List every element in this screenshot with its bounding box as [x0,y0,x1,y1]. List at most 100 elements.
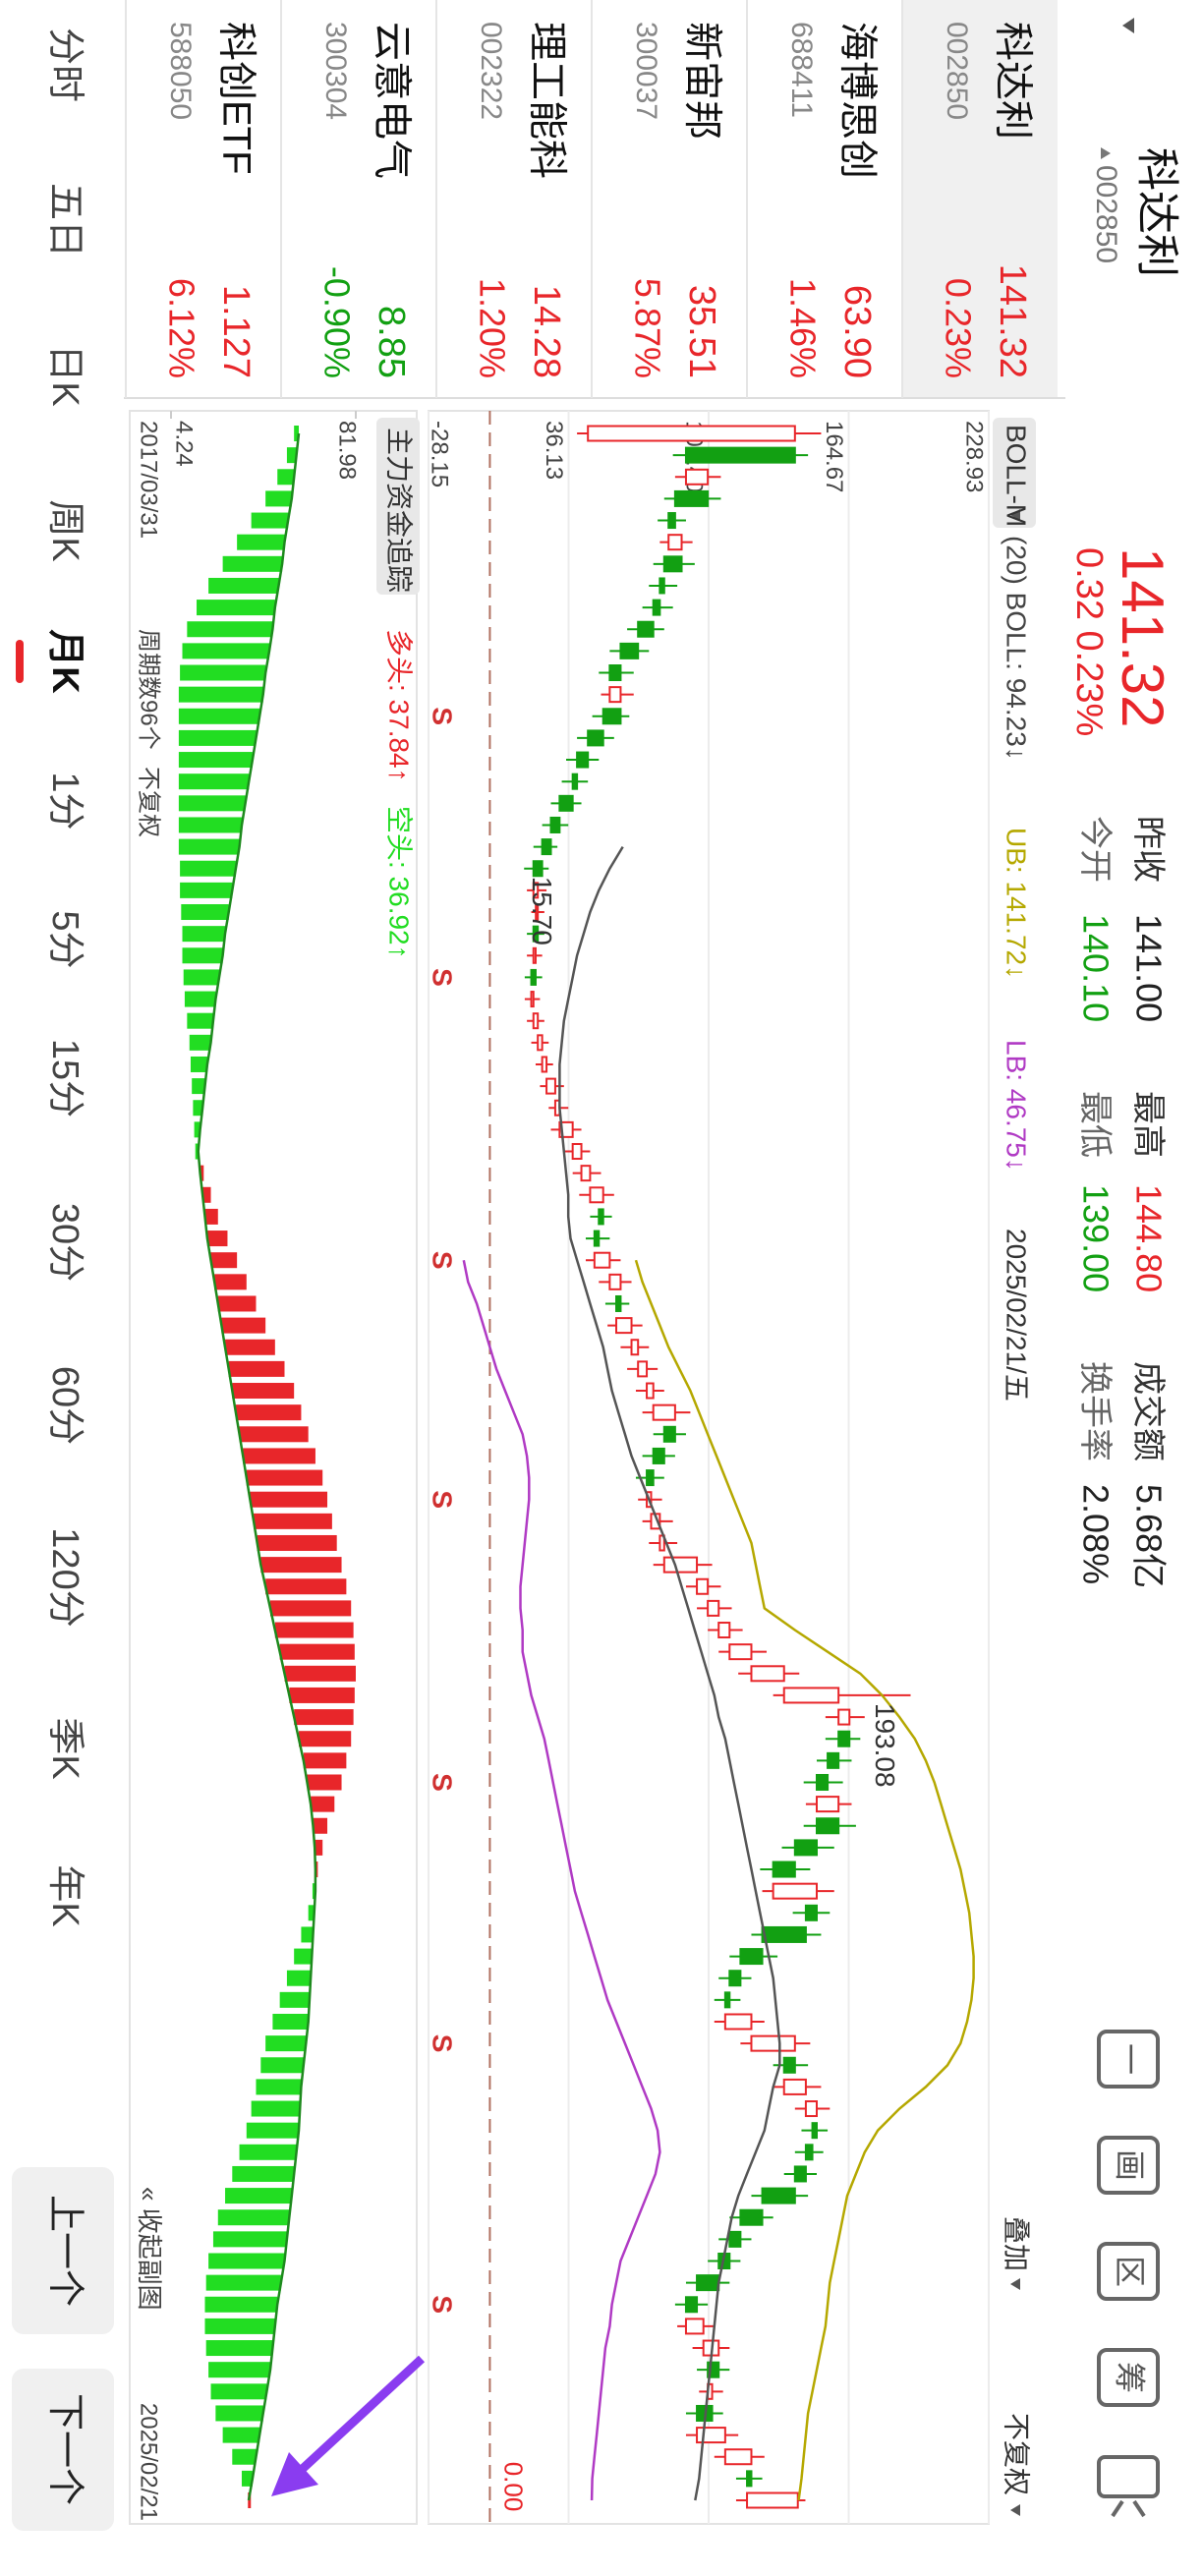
prev-button[interactable] [12,2167,114,2334]
flow-bar [180,860,236,877]
y-tick-label: 81.98 [334,421,361,480]
candle-body [707,1599,720,1617]
flow-bar [208,2362,270,2378]
candle-body [598,1208,604,1226]
candle-body [619,642,640,659]
collapse-button[interactable]: « 收起副图 [135,2187,164,2311]
extreme-label: 193.08 [870,1703,900,1788]
flow-bar [182,926,226,943]
candle-body [750,2034,796,2052]
watch-code: 588050 [164,22,197,120]
tab[interactable]: 分时 [44,28,86,102]
y-tick-label: -28.15 [427,421,453,487]
candle-body [659,1534,665,1552]
flow-bar [210,1252,238,1269]
candle-body [652,599,661,616]
tab[interactable]: 周K [44,499,86,561]
flow-bar [178,729,257,746]
flow-bar [299,1731,352,1747]
tab[interactable]: 日K [44,344,86,406]
stat-label: 今开 [1076,816,1114,883]
candle-body [662,555,683,573]
candle-body [804,2100,818,2118]
watch-price: 1.127 [215,285,257,378]
watch-price: 35.51 [681,285,722,378]
indicator-button[interactable] [993,418,1036,528]
watch-code: 002850 [941,22,973,120]
candle-body [728,1970,742,1987]
candle-body [696,1577,710,1595]
tab[interactable]: 1分 [44,772,86,830]
candle-body [717,1622,731,1639]
candle-body [673,489,710,507]
boll-line [634,1259,975,2501]
candle-body [815,1817,840,1835]
tab[interactable]: 60分 [44,1366,86,1445]
tool-button[interactable] [1097,2030,1160,2089]
flow-line [197,432,317,2501]
candle-body [782,2056,796,2074]
flow-bar [215,2405,263,2422]
flow-bar [241,2470,253,2487]
watch-price: 8.85 [371,306,412,378]
sub-button[interactable] [376,418,420,595]
flow-bar [235,1404,302,1421]
tab[interactable]: 年K [44,1864,86,1926]
flow-bar [190,1056,207,1072]
dropdown-icon[interactable] [1122,18,1134,33]
selected-row-bg [902,0,1058,398]
tab[interactable]: 5分 [44,910,86,968]
flow-bar [254,1513,332,1529]
flow-bar [204,2318,275,2334]
main-chart: 228.93164.67100.4036.13-28.150.00SSSSSSS… [427,411,990,2524]
next-button[interactable] [12,2369,114,2531]
candle-body [541,1056,548,1073]
flow-bar [260,2057,304,2074]
candle-body [659,577,665,595]
candle-body [723,2448,753,2466]
prev-label: 上一个 [44,2195,86,2307]
candle-body [662,1425,676,1443]
candle-body [739,2208,764,2226]
y-tick-label: 4.24 [171,421,198,467]
flow-bar [178,838,240,855]
watch-change: 1.20% [472,278,512,378]
signal: S [428,2295,458,2314]
candle-body [746,2470,753,2488]
candle-body [602,708,622,725]
tab[interactable]: 15分 [44,1039,86,1117]
signal: S [428,1251,458,1270]
stock-name: 科达利 [1132,147,1180,277]
x-start-label: 2017/03/31 [136,421,162,539]
flow-bar [217,1295,257,1312]
candle-body [723,2013,753,2031]
watch-price: 14.28 [526,285,567,378]
flow-bar [257,1534,337,1551]
tab[interactable]: 五日 [44,183,86,258]
tool-button[interactable] [1097,2136,1160,2195]
flow-bar [182,643,270,659]
tab[interactable]: 120分 [44,1527,86,1627]
flow-bar [315,1839,323,1856]
candle-body [549,816,561,833]
tab[interactable]: 30分 [44,1203,86,1282]
flow-bar [239,2144,297,2160]
candle-body [772,1882,818,1900]
candle-body [608,686,622,704]
watch-change: 1.46% [782,278,823,378]
phone-icon[interactable] [1097,2455,1160,2518]
watch-code: 002322 [475,22,507,120]
caret [1010,2504,1020,2516]
flow-bar [217,2209,290,2226]
candle-body [723,1991,731,2009]
candle-body [750,1665,785,1683]
tab[interactable]: 月K [44,629,86,694]
tool-button[interactable] [1097,2348,1160,2407]
candle-body [532,946,537,964]
candle-body [637,1360,649,1378]
candle-body [811,2122,818,2140]
tool-button[interactable] [1097,2242,1160,2301]
candle-body [761,1925,807,1943]
flow-bar [286,447,297,464]
tab[interactable]: 季K [44,1717,86,1779]
